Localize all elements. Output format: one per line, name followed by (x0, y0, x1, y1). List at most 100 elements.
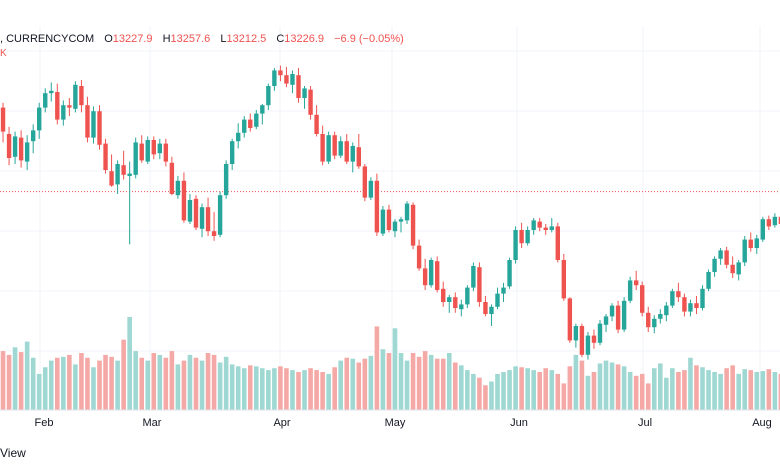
candle-body (712, 258, 717, 272)
candle-body (453, 297, 458, 308)
volume-bar (368, 355, 374, 410)
candle-body (109, 171, 114, 186)
volume-bar (766, 369, 772, 410)
candle-body (169, 162, 175, 194)
volume-bar (410, 353, 416, 410)
candle-body (640, 285, 645, 313)
view-link[interactable]: View (0, 446, 26, 460)
volume-bar (603, 360, 609, 410)
volume-bar (332, 367, 337, 410)
volume-bar (772, 372, 778, 410)
candle-body (344, 141, 349, 162)
open-value: 13227.9 (112, 33, 153, 45)
candle-body (362, 166, 368, 198)
volume-bar (760, 371, 766, 410)
candle-body (549, 226, 554, 230)
volume-bar (543, 368, 549, 410)
candle-body (392, 221, 398, 232)
x-tick-label: Apr (273, 417, 290, 429)
volume-bar (67, 354, 72, 410)
candle-body (49, 90, 54, 94)
volume-bar (579, 360, 585, 410)
candle-body (416, 245, 422, 269)
candle-body (272, 70, 277, 86)
volume-bar (91, 367, 96, 410)
price-chart[interactable]: Feb Mar Apr May Jun Jul Aug (0, 26, 780, 432)
candle-body (652, 318, 657, 328)
x-tick-label: Jul (638, 417, 652, 429)
candle-body (121, 165, 126, 175)
chart-top-strip (0, 0, 780, 26)
candle-body (609, 305, 615, 317)
volume-bar (489, 381, 494, 410)
volume-bar (272, 368, 277, 410)
volume-bar (290, 370, 295, 410)
candle-body (0, 107, 6, 132)
candle-body (217, 195, 223, 235)
volume-bar (223, 356, 229, 410)
candle-body (386, 209, 392, 230)
candle-body (724, 250, 729, 265)
candle-body (73, 84, 78, 109)
volume-bar (452, 362, 458, 410)
volume-bar (169, 351, 175, 410)
candle-body (260, 105, 265, 114)
candle-body (133, 142, 138, 175)
candle-body (181, 180, 187, 221)
volume-bar (700, 367, 705, 410)
volume-bar (676, 372, 681, 410)
candle-body (242, 119, 247, 133)
candle-body (398, 219, 404, 222)
candle-body (55, 92, 60, 120)
volume-bar (217, 362, 223, 410)
volume-bar (284, 368, 289, 410)
volume-bar (247, 365, 253, 410)
candle-body (290, 74, 295, 85)
volume-bar (338, 360, 344, 410)
candle-body (308, 89, 313, 115)
candle-body (332, 135, 337, 156)
volume-bar (537, 372, 542, 410)
candle-body (531, 220, 536, 230)
symbol-label[interactable]: , CURRENCYCOM (0, 33, 95, 45)
volume-bar (266, 370, 271, 410)
candle-body (12, 136, 18, 157)
candle-body (495, 293, 500, 307)
volume-bar (350, 358, 356, 410)
candle-body (646, 312, 651, 328)
candle-body (513, 230, 518, 260)
volume-bar (103, 354, 108, 410)
candle-body (211, 231, 217, 236)
candle-body (356, 147, 361, 167)
volume-bar (24, 341, 30, 410)
candle-body (236, 132, 241, 142)
chart-footer (0, 432, 780, 470)
volume-bar (639, 373, 645, 410)
candle-body (30, 130, 36, 142)
candle-body (103, 143, 108, 170)
candle-body (477, 267, 482, 302)
candle-body (229, 141, 235, 164)
candle-body (700, 288, 705, 308)
volume-bar (694, 365, 699, 410)
candle-body (278, 70, 283, 76)
volume-bar (778, 373, 780, 410)
candle-body (97, 111, 102, 145)
candle-body (441, 288, 446, 302)
volume-bar (658, 363, 663, 410)
volume-bar (48, 360, 54, 410)
candle-body (658, 314, 663, 319)
volume-bar (73, 364, 78, 410)
volume-bars (0, 316, 780, 410)
volume-legend: K (0, 48, 7, 59)
volume-bar (115, 360, 120, 410)
volume-bar (724, 368, 729, 410)
volume-bar (314, 370, 319, 410)
volume-bar (688, 357, 693, 410)
volume-bar (440, 358, 446, 410)
candle-body (163, 143, 169, 162)
candle-body (187, 200, 193, 222)
candle-body (266, 86, 271, 106)
candle-body (664, 305, 669, 316)
volume-bar (422, 351, 428, 410)
